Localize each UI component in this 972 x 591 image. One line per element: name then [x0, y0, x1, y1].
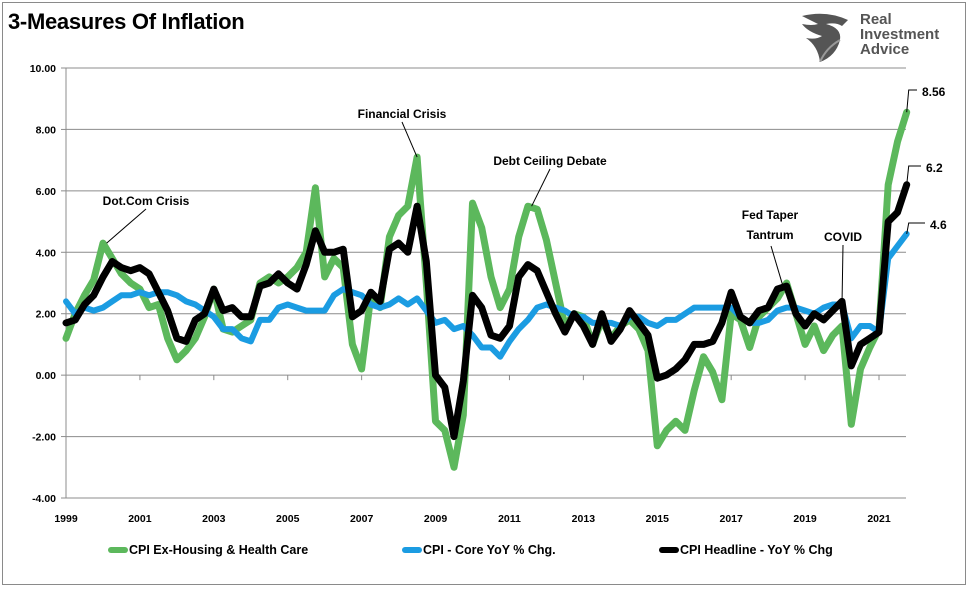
x-tick-label: 2011 [498, 513, 521, 525]
annotation-label: Tantrum [746, 228, 793, 242]
eagle-shield-icon [802, 13, 848, 63]
y-tick-label: 0.00 [36, 370, 57, 382]
logo-text: Real Investment Advice [860, 12, 939, 57]
legend-item-core: CPI - Core YoY % Chg. [402, 543, 556, 557]
chart-frame [2, 2, 966, 585]
chart-title: 3-Measures Of Inflation [8, 9, 245, 34]
x-tick-label: 2005 [276, 513, 300, 525]
x-tick-label: 2003 [202, 513, 226, 525]
logo: Real Investment Advice [796, 10, 956, 66]
x-tick-label: 2007 [350, 513, 374, 525]
annotation-leader [906, 222, 925, 234]
legend-swatch [402, 547, 422, 553]
legend-swatch [659, 547, 679, 553]
y-tick-label: 6.00 [36, 186, 57, 198]
x-tick-label: 1999 [54, 513, 78, 525]
legend-item-headline: CPI Headline - YoY % Chg [659, 543, 833, 557]
x-tick-label: 2009 [424, 513, 448, 525]
annotation-label: 6.2 [926, 161, 943, 175]
annotation-leader [841, 244, 844, 302]
y-tick-label: 10.00 [30, 63, 56, 75]
annotation-label: Dot.Com Crisis [103, 194, 190, 208]
logo-line-2: Investment [860, 26, 940, 43]
annotation-label: Fed Taper [742, 208, 799, 222]
legend-swatch [108, 547, 128, 553]
annotation-leader [531, 168, 551, 207]
annotation-label: Financial Crisis [358, 107, 447, 121]
y-tick-label: 2.00 [36, 309, 57, 321]
x-tick-label: 2013 [572, 513, 596, 525]
series-line-2 [62, 181, 911, 441]
annotation-leader [770, 245, 784, 287]
annotation-label: 8.56 [922, 85, 946, 99]
annotation-label: COVID [824, 230, 862, 244]
x-tick-label: 2021 [867, 513, 891, 525]
y-tick-label: 4.00 [36, 247, 57, 259]
logo-line-1: Real [860, 11, 892, 28]
annotation-leader [401, 121, 418, 158]
annotation-leader [906, 89, 917, 113]
legend-label: CPI Headline - YoY % Chg [680, 543, 833, 557]
legend-label: CPI Ex-Housing & Health Care [129, 543, 309, 557]
y-tick-label: 8.00 [36, 124, 57, 136]
x-tick-label: 2001 [128, 513, 152, 525]
annotation-label: Debt Ceiling Debate [493, 154, 607, 168]
x-tick-label: 2015 [646, 513, 670, 525]
legend: CPI Ex-Housing & Health Care CPI - Core … [0, 543, 972, 563]
x-tick-label: 2019 [793, 513, 817, 525]
legend-label: CPI - Core YoY % Chg. [423, 543, 556, 557]
annotation-leader [106, 208, 147, 244]
logo-line-3: Advice [860, 41, 910, 58]
y-tick-label: -2.00 [32, 432, 56, 444]
annotation-label: 4.6 [930, 218, 947, 232]
y-tick-label: -4.00 [32, 493, 56, 505]
x-tick-label: 2017 [720, 513, 744, 525]
annotation-leader [906, 165, 921, 185]
legend-item-ex-housing: CPI Ex-Housing & Health Care [108, 543, 308, 557]
